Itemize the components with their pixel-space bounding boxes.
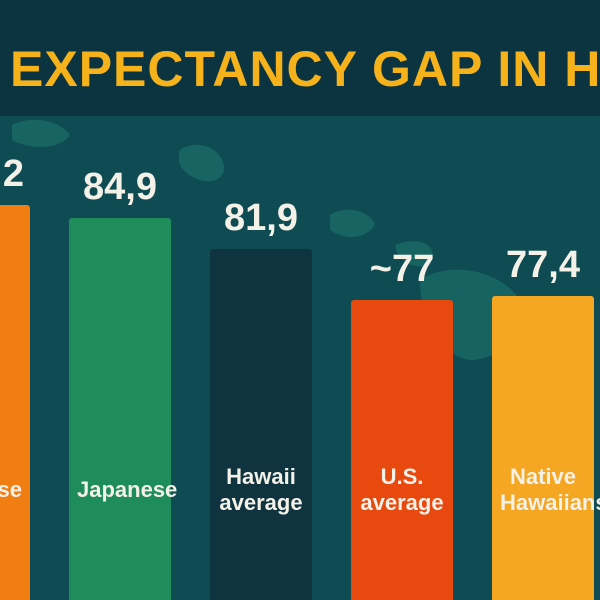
bar: U.S. average	[351, 300, 453, 600]
value-label: 81,9	[224, 197, 298, 240]
value-label: 77,4	[506, 243, 580, 286]
value-label: 84,9	[83, 166, 157, 209]
category-label: Japanese	[77, 476, 178, 502]
category-label: se	[0, 476, 22, 502]
bar: Native Hawaiians	[492, 295, 600, 600]
bar: Japanese	[69, 218, 178, 600]
value-label: ~77	[369, 248, 435, 290]
category-label: U.S. average	[360, 464, 444, 515]
bar: Hawaii average	[210, 249, 312, 600]
category-label: Native Hawaiians	[500, 463, 600, 515]
title-bar	[0, 0, 600, 116]
value-label: 2	[2, 152, 24, 195]
chart-title: EXPECTANCY GAP IN HAW	[10, 41, 600, 97]
bar: se	[0, 204, 30, 600]
category-label: Hawaii average	[219, 463, 303, 515]
